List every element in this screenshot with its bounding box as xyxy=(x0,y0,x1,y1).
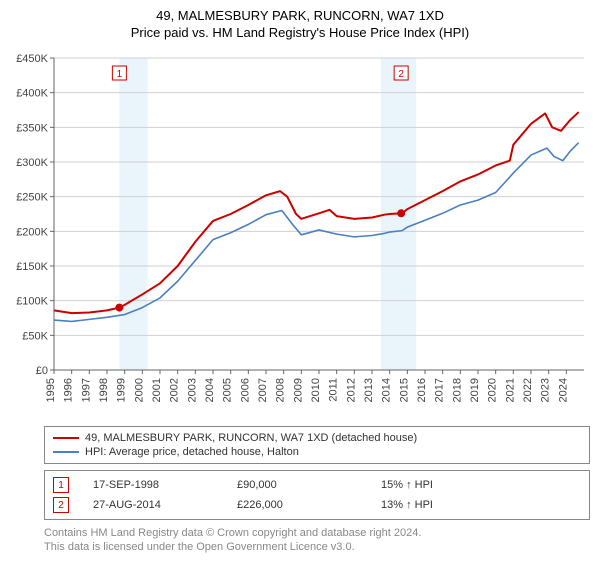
event-marker-badge: 2 xyxy=(53,497,69,513)
svg-text:2004: 2004 xyxy=(204,378,216,402)
legend-label: 49, MALMESBURY PARK, RUNCORN, WA7 1XD (d… xyxy=(85,432,417,444)
legend-row: HPI: Average price, detached house, Halt… xyxy=(53,445,581,459)
footer-line1: Contains HM Land Registry data © Crown c… xyxy=(44,526,590,540)
svg-text:2015: 2015 xyxy=(398,378,410,402)
svg-text:1995: 1995 xyxy=(45,378,57,402)
event-row: 1 17-SEP-1998 £90,000 15% ↑ HPI xyxy=(53,475,581,495)
chart-plot-area: £0 £50K £100K £150K £200K £250K £300K £350K £400… xyxy=(6,50,594,420)
svg-text:2002: 2002 xyxy=(169,378,181,402)
svg-text:2013: 2013 xyxy=(363,378,375,402)
svg-text:2011: 2011 xyxy=(328,378,340,402)
svg-text:2012: 2012 xyxy=(345,378,357,402)
svg-text:2007: 2007 xyxy=(257,378,269,402)
event-hpi-delta: 15% ↑ HPI xyxy=(381,479,501,491)
svg-text:£0: £0 xyxy=(36,365,48,377)
svg-text:£350K: £350K xyxy=(16,122,48,134)
svg-text:£300K: £300K xyxy=(16,157,48,169)
svg-text:£50K: £50K xyxy=(22,330,48,342)
legend-box: 49, MALMESBURY PARK, RUNCORN, WA7 1XD (d… xyxy=(44,426,590,464)
event-date: 17-SEP-1998 xyxy=(93,479,213,491)
event-marker-badge: 1 xyxy=(53,477,69,493)
svg-text:£100K: £100K xyxy=(16,296,48,308)
svg-text:2008: 2008 xyxy=(275,378,287,402)
svg-text:2010: 2010 xyxy=(310,378,322,402)
event-price: £226,000 xyxy=(237,499,357,511)
svg-text:2017: 2017 xyxy=(434,378,446,402)
chart-container: 49, MALMESBURY PARK, RUNCORN, WA7 1XD Pr… xyxy=(0,0,600,563)
svg-text:£400K: £400K xyxy=(16,88,48,100)
footer-line2: This data is licensed under the Open Gov… xyxy=(44,540,590,554)
svg-text:2019: 2019 xyxy=(469,378,481,402)
svg-text:2001: 2001 xyxy=(151,378,163,402)
chart-title-line1: 49, MALMESBURY PARK, RUNCORN, WA7 1XD xyxy=(6,8,594,23)
svg-text:£200K: £200K xyxy=(16,226,48,238)
svg-text:2020: 2020 xyxy=(487,378,499,402)
svg-text:£250K: £250K xyxy=(16,192,48,204)
events-box: 1 17-SEP-1998 £90,000 15% ↑ HPI 2 27-AUG… xyxy=(44,470,590,520)
event-hpi-delta: 13% ↑ HPI xyxy=(381,499,501,511)
svg-text:2: 2 xyxy=(398,69,404,80)
svg-text:2018: 2018 xyxy=(451,378,463,402)
event-date: 27-AUG-2014 xyxy=(93,499,213,511)
svg-text:1996: 1996 xyxy=(63,378,75,402)
svg-text:1: 1 xyxy=(117,69,123,80)
svg-text:1999: 1999 xyxy=(116,378,128,402)
chart-title-line2: Price paid vs. HM Land Registry's House … xyxy=(6,25,594,40)
svg-text:2021: 2021 xyxy=(504,378,516,402)
svg-text:2016: 2016 xyxy=(416,378,428,402)
svg-text:2003: 2003 xyxy=(186,378,198,402)
svg-text:£450K: £450K xyxy=(16,53,48,65)
svg-text:£150K: £150K xyxy=(16,261,48,273)
event-row: 2 27-AUG-2014 £226,000 13% ↑ HPI xyxy=(53,495,581,515)
footer-attribution: Contains HM Land Registry data © Crown c… xyxy=(44,526,590,555)
legend-swatch xyxy=(53,451,79,453)
svg-text:2014: 2014 xyxy=(381,378,393,402)
svg-text:2024: 2024 xyxy=(557,378,569,402)
event-price: £90,000 xyxy=(237,479,357,491)
legend-row: 49, MALMESBURY PARK, RUNCORN, WA7 1XD (d… xyxy=(53,431,581,445)
svg-text:1998: 1998 xyxy=(98,378,110,402)
svg-text:2005: 2005 xyxy=(222,378,234,402)
svg-text:1997: 1997 xyxy=(80,378,92,402)
svg-text:2000: 2000 xyxy=(133,378,145,402)
svg-text:2006: 2006 xyxy=(239,378,251,402)
legend-swatch xyxy=(53,437,79,439)
svg-text:2023: 2023 xyxy=(540,378,552,402)
svg-text:2022: 2022 xyxy=(522,378,534,402)
svg-text:2009: 2009 xyxy=(292,378,304,402)
legend-label: HPI: Average price, detached house, Halt… xyxy=(85,446,299,458)
line-chart-svg: £0 £50K £100K £150K £200K £250K £300K £350K £400… xyxy=(6,50,592,420)
